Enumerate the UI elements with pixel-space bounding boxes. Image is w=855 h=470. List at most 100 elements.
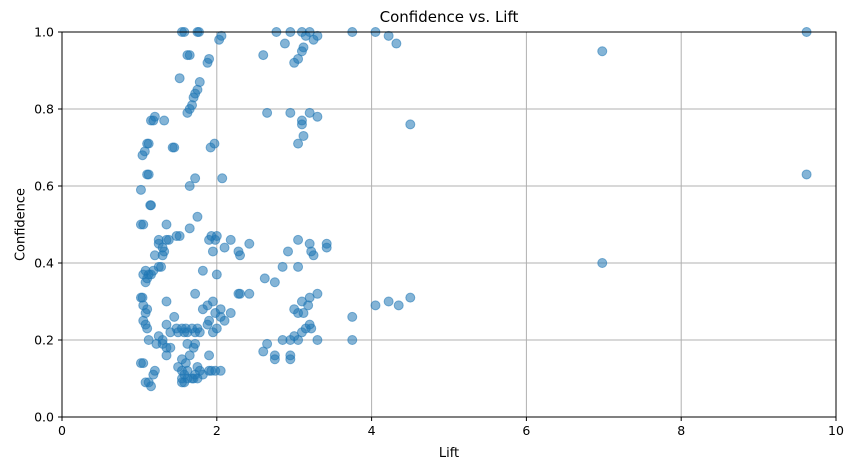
scatter-point: [138, 358, 149, 369]
scatter-point: [312, 335, 323, 345]
scatter-point: [211, 323, 222, 334]
scatter-point: [225, 308, 236, 319]
scatter-point: [161, 350, 172, 361]
scatter-point: [801, 169, 812, 180]
scatter-point: [306, 323, 317, 334]
scatter-point: [184, 223, 195, 234]
scatter-point: [204, 53, 215, 64]
scatter-point: [211, 269, 222, 280]
scatter-point: [187, 100, 198, 111]
y-tick-label: 0.2: [34, 333, 54, 348]
y-tick-label: 0.0: [34, 410, 54, 425]
scatter-point: [225, 234, 236, 245]
scatter-point: [597, 46, 608, 57]
scatter-point: [161, 319, 172, 330]
scatter-point: [215, 365, 226, 376]
scatter-point: [383, 30, 394, 41]
scatter-point: [184, 350, 195, 361]
scatter-point: [207, 296, 218, 307]
y-tick-label: 0.4: [34, 256, 54, 271]
scatter-point: [597, 258, 608, 268]
scatter-point: [296, 119, 307, 130]
scatter-point: [308, 250, 319, 261]
scatter-point: [321, 242, 332, 253]
scatter-point: [298, 308, 309, 319]
scatter-point: [211, 231, 222, 242]
scatter-point: [161, 296, 172, 307]
scatter-point: [190, 338, 201, 349]
x-tick-label: 4: [368, 423, 376, 438]
scatter-point: [163, 234, 174, 245]
scatter-point: [169, 311, 180, 322]
scatter-point: [283, 246, 294, 257]
y-axis-ticks: 0.0 0.2 0.4 0.6 0.8 1.0: [34, 25, 62, 425]
scatter-point: [194, 77, 205, 88]
scatter-point: [159, 115, 170, 126]
scatter-point: [244, 288, 255, 299]
scatter-point: [293, 138, 304, 149]
scatter-point: [269, 277, 280, 288]
scatter-point: [192, 373, 203, 384]
scatter-point: [262, 107, 273, 118]
scatter-point: [216, 30, 227, 41]
scatter-point: [184, 50, 195, 61]
scatter-point: [370, 300, 381, 311]
scatter-point: [298, 42, 309, 53]
scatter-point: [209, 138, 220, 149]
scatter-point: [197, 304, 208, 315]
scatter-point: [192, 211, 203, 222]
scatter-point: [190, 173, 201, 184]
scatter-point: [347, 335, 358, 345]
y-tick-label: 0.6: [34, 179, 54, 194]
scatter-point: [169, 142, 180, 153]
scatter-point: [184, 181, 195, 191]
scatter-point: [138, 219, 149, 230]
scatter-point: [258, 346, 269, 357]
scatter-point: [135, 184, 146, 195]
scatter-point: [269, 354, 280, 365]
scatter-point: [149, 365, 160, 376]
scatter-point: [207, 246, 218, 257]
scatter-point: [347, 311, 358, 322]
scatter-point: [285, 354, 296, 365]
scatter-point: [204, 350, 215, 361]
scatter-point: [235, 250, 246, 261]
scatter-point: [174, 73, 185, 84]
scatter-point: [148, 265, 159, 276]
scatter-point: [174, 231, 185, 242]
scatter-point: [135, 292, 146, 303]
scatter-point: [303, 300, 314, 311]
scatter-point: [146, 381, 157, 392]
scatter-point: [312, 111, 323, 122]
scatter-point: [312, 30, 323, 41]
scatter-point: [159, 246, 170, 257]
scatter-point: [176, 377, 187, 388]
x-tick-label: 8: [677, 423, 685, 438]
scatter-point: [259, 273, 270, 284]
scatter-point: [258, 50, 269, 61]
plot-frame: [61, 31, 837, 418]
x-tick-label: 2: [213, 423, 221, 438]
scatter-point: [262, 338, 273, 349]
scatter-point: [137, 150, 148, 161]
x-tick-label: 6: [522, 423, 530, 438]
scatter-point: [146, 200, 157, 211]
y-tick-label: 1.0: [34, 25, 54, 40]
y-axis-label: Confidence: [14, 188, 29, 261]
scatter-point: [140, 277, 151, 288]
scatter-point: [204, 315, 215, 326]
scatter-point: [143, 335, 154, 345]
scatter-point: [293, 261, 304, 272]
x-axis-ticks: 0 2 4 6 8 10: [58, 417, 844, 438]
scatter-point: [219, 315, 230, 326]
scatter-point: [149, 250, 160, 261]
scatter-point: [383, 296, 394, 307]
scatter-point: [312, 288, 323, 299]
scatter-point: [304, 107, 315, 118]
scatter-point: [217, 173, 228, 184]
scatter-point: [293, 53, 304, 64]
scatter-point: [298, 130, 309, 141]
scatter-point: [165, 342, 176, 353]
scatter-point: [391, 38, 402, 49]
